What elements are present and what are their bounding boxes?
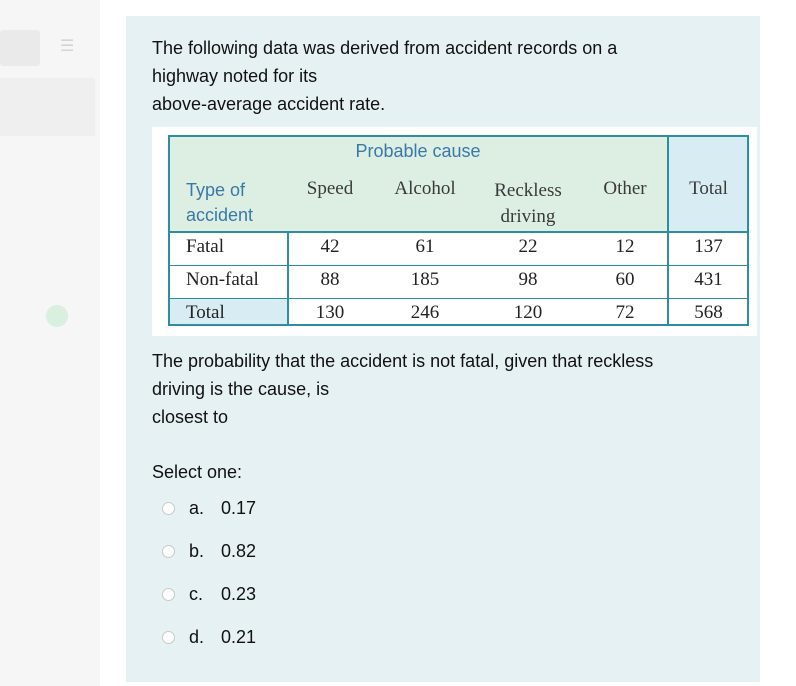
table-cell: 88 bbox=[320, 269, 340, 290]
radio-button[interactable] bbox=[162, 630, 175, 644]
table-border bbox=[747, 135, 749, 326]
followup-line: closest to bbox=[152, 407, 229, 427]
table-border bbox=[168, 324, 749, 326]
question-text: The following data was derived from acci… bbox=[152, 34, 752, 118]
question-panel: The following data was derived from acci… bbox=[126, 16, 760, 682]
option-letter: c. bbox=[189, 583, 204, 604]
probable-cause-header: Probable cause bbox=[355, 141, 481, 161]
table-divider bbox=[168, 231, 749, 233]
ghost-selected-item bbox=[0, 78, 95, 136]
followup-question: The probability that the accident is not… bbox=[152, 347, 752, 431]
col-header-total: Total bbox=[689, 178, 728, 199]
option-letter: a. bbox=[189, 497, 205, 518]
radio-button[interactable] bbox=[162, 544, 175, 558]
followup-line: The probability that the accident is not… bbox=[152, 351, 654, 371]
option-letter: b. bbox=[189, 540, 205, 561]
total-header-bg bbox=[668, 135, 749, 232]
question-line: The following data was derived from acci… bbox=[152, 38, 618, 58]
option-value: 0.82 bbox=[221, 540, 257, 561]
background-sidebar: ☰ bbox=[0, 0, 100, 686]
ghost-search-box bbox=[0, 30, 40, 66]
table-cell: 431 bbox=[694, 269, 723, 290]
row-label-non-fatal: Non-fatal bbox=[186, 269, 259, 290]
table-cell: 60 bbox=[615, 269, 635, 290]
row-header-line: Type of bbox=[186, 180, 246, 200]
table-cell: 98 bbox=[518, 269, 538, 290]
table-divider bbox=[168, 265, 749, 266]
table-cell: 568 bbox=[694, 302, 723, 323]
table-cell: 130 bbox=[315, 302, 345, 323]
col-header-line: Reckless bbox=[494, 180, 562, 201]
row-header-line: accident bbox=[186, 205, 254, 225]
table-cell: 185 bbox=[410, 269, 440, 290]
table-cell: 120 bbox=[513, 302, 543, 323]
col-header-other: Other bbox=[603, 178, 647, 199]
table-border bbox=[168, 135, 749, 137]
answer-option-c[interactable]: c. 0.23 bbox=[162, 581, 256, 607]
table-header-bg bbox=[168, 135, 668, 232]
table-divider bbox=[287, 231, 289, 326]
option-value: 0.23 bbox=[221, 583, 257, 604]
followup-line: driving is the cause, is bbox=[152, 379, 330, 399]
answer-option-d[interactable]: d. 0.21 bbox=[162, 624, 256, 650]
table-cell: 246 bbox=[410, 302, 440, 323]
select-one-label: Select one: bbox=[152, 462, 243, 482]
col-header-alcohol: Alcohol bbox=[394, 178, 456, 199]
total-row-label-bg bbox=[168, 298, 287, 326]
table-divider bbox=[667, 135, 669, 326]
answer-option-b[interactable]: b. 0.82 bbox=[162, 538, 256, 564]
table-cell: 72 bbox=[615, 302, 635, 323]
radio-button[interactable] bbox=[162, 587, 175, 601]
col-header-speed: Speed bbox=[306, 178, 354, 199]
table-cell: 12 bbox=[615, 236, 635, 257]
row-label-fatal: Fatal bbox=[186, 236, 224, 257]
table-border bbox=[168, 135, 170, 326]
option-value: 0.21 bbox=[221, 626, 257, 647]
table-divider bbox=[168, 298, 749, 299]
table-cell: 61 bbox=[415, 236, 435, 257]
answer-option-a[interactable]: a. 0.17 bbox=[162, 495, 256, 521]
question-line: above-average accident rate. bbox=[152, 94, 386, 114]
question-line: highway noted for its bbox=[152, 66, 318, 86]
col-header-reckless: Reckless driving bbox=[486, 178, 570, 230]
ghost-badge bbox=[46, 305, 68, 327]
row-header: Type of accident bbox=[186, 178, 253, 228]
accident-table-image: Probable cause Type of accident Speed Al… bbox=[152, 127, 757, 336]
col-header-line: driving bbox=[500, 206, 556, 227]
filter-icon: ☰ bbox=[60, 38, 75, 55]
option-letter: d. bbox=[189, 626, 205, 647]
table-cell: 22 bbox=[518, 236, 538, 257]
option-value: 0.17 bbox=[221, 497, 257, 518]
accident-table: Probable cause Type of accident Speed Al… bbox=[168, 135, 749, 326]
table-cell: 137 bbox=[694, 236, 723, 257]
table-cell: 42 bbox=[320, 236, 340, 257]
row-label-total: Total bbox=[186, 302, 225, 323]
radio-button[interactable] bbox=[162, 501, 175, 515]
